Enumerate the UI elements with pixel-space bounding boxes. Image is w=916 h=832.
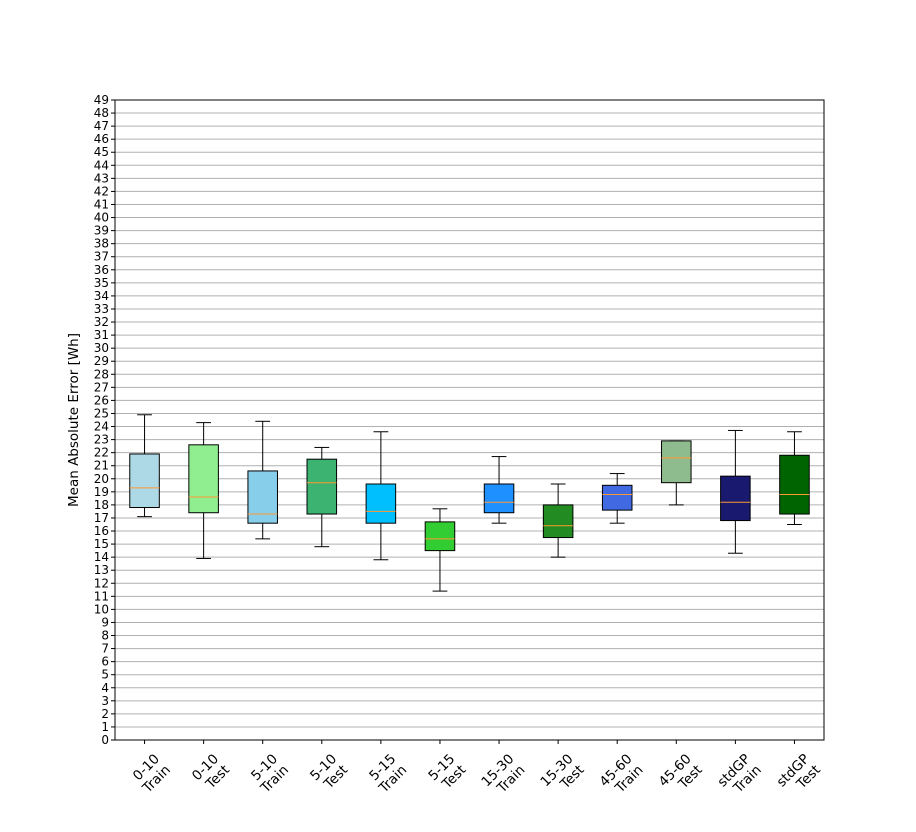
y-tick-label: 17 — [94, 511, 109, 525]
y-tick-label: 31 — [94, 328, 109, 342]
box-1 — [188, 422, 219, 559]
box-2 — [247, 420, 278, 540]
y-tick-label: 25 — [94, 406, 109, 420]
box-iqr — [483, 483, 515, 514]
y-tick-label: 30 — [94, 341, 109, 355]
y-tick-label: 32 — [94, 315, 109, 329]
y-tick-label: 24 — [94, 420, 109, 434]
box-iqr — [661, 440, 692, 484]
y-tick-label: 43 — [94, 171, 109, 185]
y-tick-label: 4 — [101, 681, 109, 695]
y-tick-label: 33 — [94, 302, 109, 316]
box-iqr — [779, 454, 810, 515]
box-7 — [542, 483, 574, 558]
y-tick-label: 3 — [101, 694, 109, 708]
box-iqr — [188, 444, 219, 514]
plot-area-frame — [114, 99, 825, 741]
y-tick-label: 20 — [94, 472, 109, 486]
y-tick-label: 34 — [94, 289, 109, 303]
box-4 — [365, 431, 397, 561]
y-tick-label: 8 — [101, 629, 109, 643]
y-tick-label: 41 — [94, 197, 109, 211]
grid-lines — [115, 99, 824, 741]
y-tick-label: 44 — [94, 158, 109, 172]
box-10 — [720, 429, 751, 554]
box-6 — [483, 456, 515, 524]
y-tick-label: 47 — [94, 119, 109, 133]
y-tick-label: 48 — [94, 106, 109, 120]
y-tick-label: 45 — [94, 145, 109, 159]
box-8 — [601, 473, 633, 524]
box-iqr — [424, 521, 456, 552]
y-tick-label: 37 — [94, 250, 109, 264]
box-5 — [424, 508, 456, 592]
y-tick-label: 5 — [101, 668, 109, 682]
y-tick-label: 14 — [94, 550, 109, 564]
box-iqr — [129, 453, 160, 509]
y-tick-label: 6 — [101, 655, 109, 669]
y-tick-label: 40 — [94, 211, 109, 225]
y-tick-label: 23 — [94, 433, 109, 447]
box-3 — [306, 446, 338, 548]
y-tick-label: 28 — [94, 367, 109, 381]
y-tick-label: 16 — [94, 524, 109, 538]
y-tick-label: 42 — [94, 184, 109, 198]
box-0 — [129, 414, 160, 518]
y-axis-title: Mean Absolute Error [Wh] — [66, 333, 82, 507]
y-tick-label: 15 — [94, 537, 109, 551]
y-tick-label: 11 — [94, 589, 109, 603]
y-tick-label: 9 — [101, 615, 109, 629]
y-tick-label: 0 — [101, 733, 109, 747]
y-axis-ticks: 0123456789101112131415161718192021222324… — [94, 93, 115, 747]
y-tick-label: 10 — [94, 602, 109, 616]
box-9 — [661, 440, 692, 506]
y-tick-label: 36 — [94, 263, 109, 277]
y-tick-label: 29 — [94, 354, 109, 368]
box-iqr — [247, 470, 278, 524]
y-tick-label: 12 — [94, 576, 109, 590]
y-tick-label: 38 — [94, 237, 109, 251]
boxes — [129, 414, 810, 592]
y-tick-label: 35 — [94, 276, 109, 290]
y-tick-label: 21 — [94, 459, 109, 473]
box-11 — [779, 431, 810, 525]
y-tick-label: 2 — [101, 707, 109, 721]
box-iqr — [720, 475, 751, 522]
box-iqr — [542, 504, 574, 539]
y-tick-label: 46 — [94, 132, 109, 146]
y-tick-label: 49 — [94, 93, 109, 107]
y-tick-label: 27 — [94, 380, 109, 394]
y-tick-label: 22 — [94, 446, 109, 460]
y-tick-label: 18 — [94, 498, 109, 512]
box-iqr — [601, 484, 633, 511]
box-iqr — [365, 483, 397, 524]
y-tick-label: 39 — [94, 224, 109, 238]
y-tick-label: 26 — [94, 393, 109, 407]
y-tick-label: 13 — [94, 563, 109, 577]
y-tick-label: 19 — [94, 485, 109, 499]
y-tick-label: 7 — [101, 642, 109, 656]
box-iqr — [306, 458, 338, 515]
y-tick-label: 1 — [101, 720, 109, 734]
